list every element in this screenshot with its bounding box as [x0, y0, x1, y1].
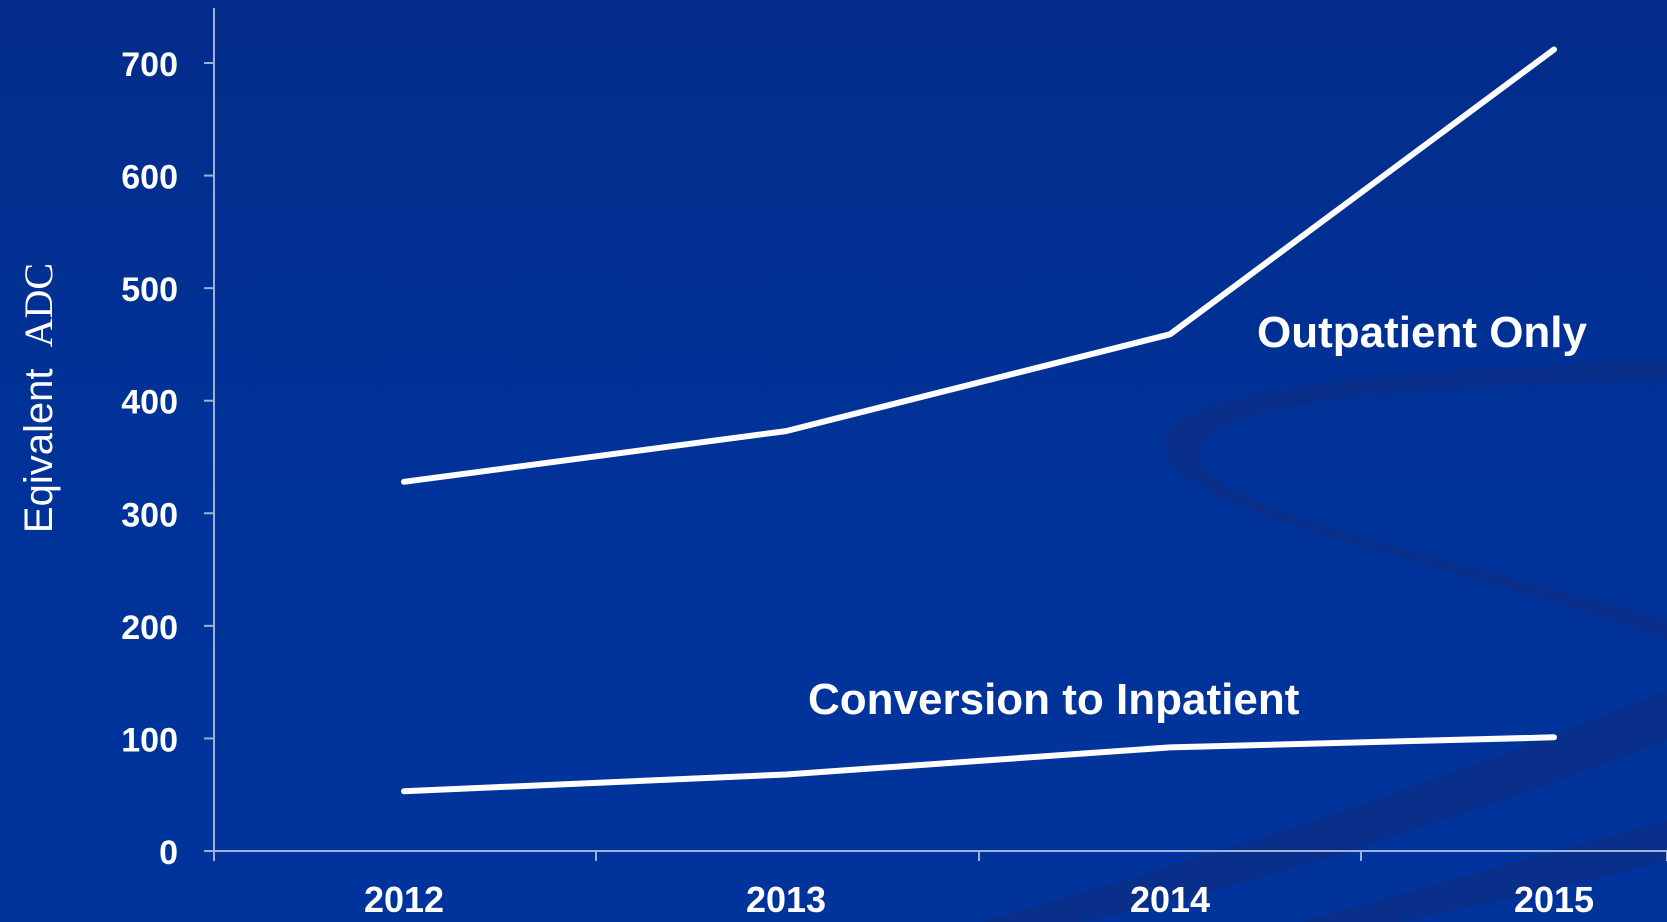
y-tick-label: 200 — [121, 609, 178, 647]
y-tick-label: 500 — [121, 271, 178, 309]
series-line-conversion — [404, 737, 1554, 791]
y-tick-label: 100 — [121, 721, 178, 759]
y-axis-title-part2: ADC — [16, 263, 61, 347]
x-tick-label: 2015 — [1514, 879, 1594, 920]
x-tick-label: 2014 — [1130, 879, 1210, 920]
x-tick-label: 2012 — [364, 879, 444, 920]
y-tick-label: 600 — [121, 159, 178, 197]
y-tick-label: 300 — [121, 496, 178, 534]
y-axis-title-part1: Eqivalent — [17, 369, 61, 534]
x-tick-label: 2013 — [746, 879, 826, 920]
y-tick-label: 400 — [121, 384, 178, 422]
y-tick-marks — [204, 63, 214, 851]
y-axis-title: Eqivalent ADC — [16, 263, 61, 533]
y-tick-label: 0 — [159, 834, 178, 872]
x-tick-marks — [214, 851, 1667, 861]
y-tick-labels: 0 100 200 300 400 500 600 700 — [121, 46, 178, 872]
series-line-outpatient — [404, 50, 1554, 482]
background-swoosh — [980, 360, 1667, 922]
y-tick-label: 700 — [121, 46, 178, 84]
series-label-conversion: Conversion to Inpatient — [808, 675, 1300, 724]
series-label-outpatient: Outpatient Only — [1257, 308, 1588, 357]
